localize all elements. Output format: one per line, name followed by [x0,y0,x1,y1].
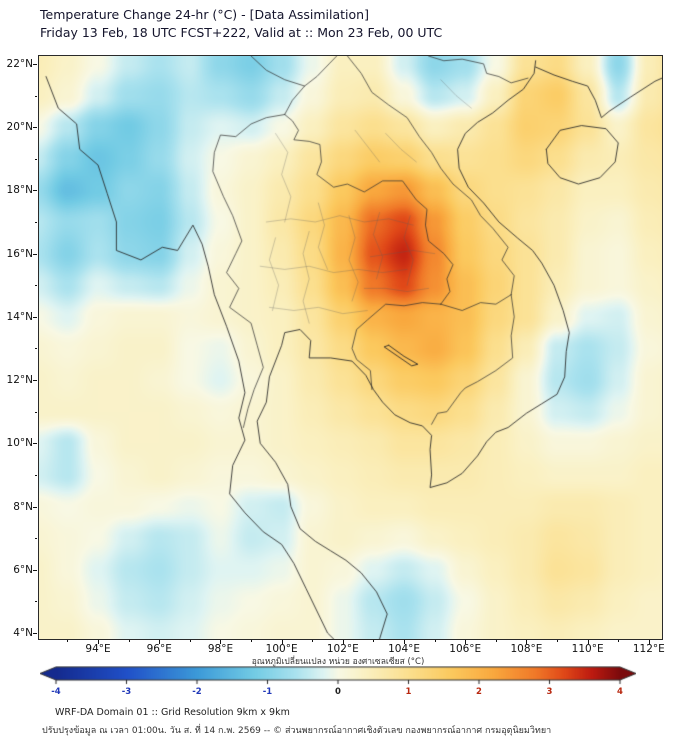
map-plot-area [38,55,663,640]
y-axis-tick [33,63,37,65]
y-axis-tick-label: 10°N [6,437,33,450]
colorbar-tick-label: 1 [405,687,412,697]
x-axis-tick-label: 110°E [571,643,604,655]
y-axis-minor-tick [35,474,37,476]
y-axis-minor-tick [35,538,37,540]
chart-title: Temperature Change 24-hr (°C) - [Data As… [40,7,369,22]
y-axis-tick [33,632,37,634]
colorbar-tick-label: 4 [617,687,623,697]
y-axis-tick-label: 18°N [6,184,33,197]
y-axis-tick [33,506,37,508]
y-axis-minor-tick [35,348,37,350]
y-axis-tick [33,316,37,318]
x-axis-minor-tick [189,640,191,642]
y-axis-tick [33,127,37,129]
y-axis-tick [33,443,37,445]
y-axis-minor-tick [35,221,37,223]
y-axis-minor-tick [35,601,37,603]
x-axis-minor-tick [557,640,559,642]
chart-subtitle: Friday 13 Feb, 18 UTC FCST+222, Valid at… [40,25,443,40]
y-axis-minor-tick [35,285,37,287]
x-axis-tick-label: 102°E [326,643,359,655]
y-axis-tick-label: 4°N [13,626,33,639]
x-axis-minor-tick [312,640,314,642]
colorbar-tick-label: 3 [546,687,553,697]
x-axis-tick-label: 100°E [265,643,298,655]
y-axis-tick-label: 20°N [6,121,33,134]
y-axis-tick-label: 16°N [6,247,33,260]
colorbar-tick-label: -3 [121,687,132,697]
x-axis-tick [404,640,406,644]
x-axis-tick-label: 96°E [146,643,172,655]
x-axis-tick-label: 106°E [449,643,482,655]
x-axis-tick [648,640,650,644]
y-axis-tick-label: 8°N [13,500,33,513]
temperature-change-heatmap [39,56,662,639]
y-axis-tick-label: 14°N [6,310,33,323]
footer-model-info: WRF-DA Domain 01 :: Grid Resolution 9km … [55,707,290,718]
x-axis-tick [220,640,222,644]
colorbar-tick-label: -2 [192,687,202,697]
x-axis-tick [342,640,344,644]
y-axis-tick [33,569,37,571]
y-axis-tick-label: 22°N [6,57,33,70]
x-axis-tick [98,640,100,644]
x-axis-tick-label: 112°E [632,643,665,655]
x-axis-tick [526,640,528,644]
colorbar-tick-label: -4 [51,687,61,697]
colorbar-tick-label: -1 [262,687,273,697]
x-axis-tick [587,640,589,644]
y-axis-minor-tick [35,411,37,413]
colorbar-tick-label: 2 [476,687,482,697]
x-axis-minor-tick [128,640,130,642]
x-axis-minor-tick [251,640,253,642]
colorbar-label: อุณหภูมิเปลี่ยนแปลง หน่วย องศาเซลเซียส (… [251,657,425,667]
x-axis-tick-label: 108°E [510,643,543,655]
colorbar-tick-label: 0 [335,687,341,697]
x-axis-tick-label: 98°E [207,643,234,655]
y-axis-minor-tick [35,95,37,97]
y-axis-tick-label: 6°N [13,563,33,576]
x-axis-tick [159,640,161,644]
x-axis-tick-label: 104°E [388,643,421,655]
x-axis-minor-tick [434,640,436,642]
y-axis-tick [33,190,37,192]
y-axis-tick [33,380,37,382]
x-axis-minor-tick [495,640,497,642]
x-axis-tick [281,640,283,644]
x-axis-tick-label: 94°E [85,643,111,655]
x-axis-tick [465,640,467,644]
y-axis-tick-label: 12°N [6,374,33,387]
y-axis-tick [33,253,37,255]
x-axis-minor-tick [618,640,620,642]
x-axis-minor-tick [67,640,69,642]
y-axis-minor-tick [35,158,37,160]
footer-agency-info: ปรับปรุงข้อมูล ณ เวลา 01:00น. วัน ส. ที่… [42,726,552,736]
colorbar-gradient [40,666,636,686]
x-axis-minor-tick [373,640,375,642]
